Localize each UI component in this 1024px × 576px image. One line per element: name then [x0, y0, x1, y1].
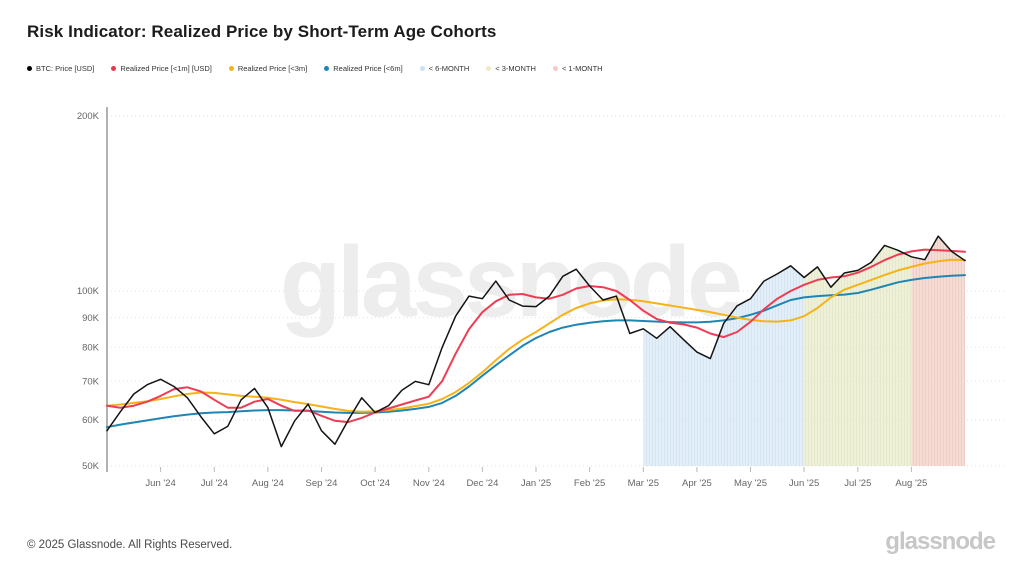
x-axis-label: Nov '24	[413, 478, 445, 489]
legend-label: Realized Price [<6m]	[333, 64, 403, 73]
x-axis-label: Jul '24	[201, 478, 228, 489]
y-axis-label: 60K	[82, 415, 100, 426]
y-axis-label: 70K	[82, 376, 100, 387]
y-axis-label: 50K	[82, 461, 100, 472]
regime-band-3	[911, 236, 965, 466]
y-axis-label: 90K	[82, 313, 100, 324]
legend-label: Realized Price [<1m] [USD]	[120, 64, 212, 73]
x-axis-label: Jun '24	[145, 478, 175, 489]
series-line-1	[106, 235, 966, 448]
glassnode-logo: glassnode	[885, 528, 996, 555]
page-title: Risk Indicator: Realized Price by Short-…	[27, 22, 497, 41]
y-axis-label: 100K	[77, 286, 100, 297]
regime-band-1	[643, 265, 805, 466]
legend-item-5[interactable]: < 6-MONTH	[419, 64, 470, 73]
legend-item-3[interactable]: Realized Price [<3m]	[228, 64, 308, 73]
legend-label: < 1-MONTH	[561, 64, 603, 73]
legend-dot-icon	[27, 66, 32, 71]
legend-label: < 3-MONTH	[495, 64, 536, 73]
x-axis-label: Sep '24	[306, 478, 338, 489]
legend-label: < 6-MONTH	[428, 64, 470, 73]
legend-item-6[interactable]: < 3-MONTH	[486, 64, 536, 73]
legend-label: BTC: Price [USD]	[36, 64, 95, 73]
series-line-4	[106, 274, 966, 429]
y-axis-label: 80K	[82, 343, 100, 354]
x-axis-label: Jul '25	[844, 478, 871, 489]
chart-legend: BTC: Price [USD] Realized Price [<1m] [US…	[27, 64, 603, 73]
legend-item-7[interactable]: < 1-MONTH	[552, 64, 603, 73]
x-axis-label: Oct '24	[360, 478, 390, 489]
legend-dot-icon	[486, 66, 492, 71]
copyright-text: © 2025 Glassnode. All Rights Reserved.	[27, 539, 233, 551]
x-axis-label: Jun '25	[789, 478, 819, 489]
x-axis-label: Aug '24	[252, 478, 284, 489]
series-line-2	[106, 248, 966, 424]
price-chart[interactable]: 200K 100K 90K 80K 70K 60K 50K Jun '24 Jul '24 Aug…	[0, 100, 1024, 510]
x-axis-label: May '25	[734, 478, 767, 489]
legend-dot-icon	[111, 66, 117, 71]
legend-item-4[interactable]: Realized Price [<6m]	[324, 64, 403, 73]
y-axis-label: 200K	[77, 111, 100, 122]
x-axis-label: Feb '25	[574, 478, 605, 489]
legend-dot-icon	[324, 66, 330, 71]
x-axis-label: Aug '25	[895, 478, 927, 489]
x-axis-label: Jan '25	[521, 478, 551, 489]
watermark: glassnode	[280, 226, 743, 338]
legend-dot-icon	[228, 66, 234, 71]
chart-area[interactable]: glassnode 200K 100K 90K 80K 70K 60K 50K Jun '24…	[0, 100, 1024, 510]
regime-band-2	[804, 245, 912, 466]
legend-dot-icon	[419, 66, 425, 71]
legend-dot-icon	[552, 66, 558, 71]
series-line-3	[106, 258, 966, 413]
x-axis-label: Mar '25	[628, 478, 659, 489]
legend-item-2[interactable]: Realized Price [<1m] [USD]	[111, 64, 212, 73]
x-axis-label: Apr '25	[682, 478, 712, 489]
x-axis-label: Dec '24	[466, 478, 498, 489]
legend-item-1[interactable]: BTC: Price [USD]	[27, 64, 94, 73]
legend-label: Realized Price [<3m]	[237, 64, 308, 73]
